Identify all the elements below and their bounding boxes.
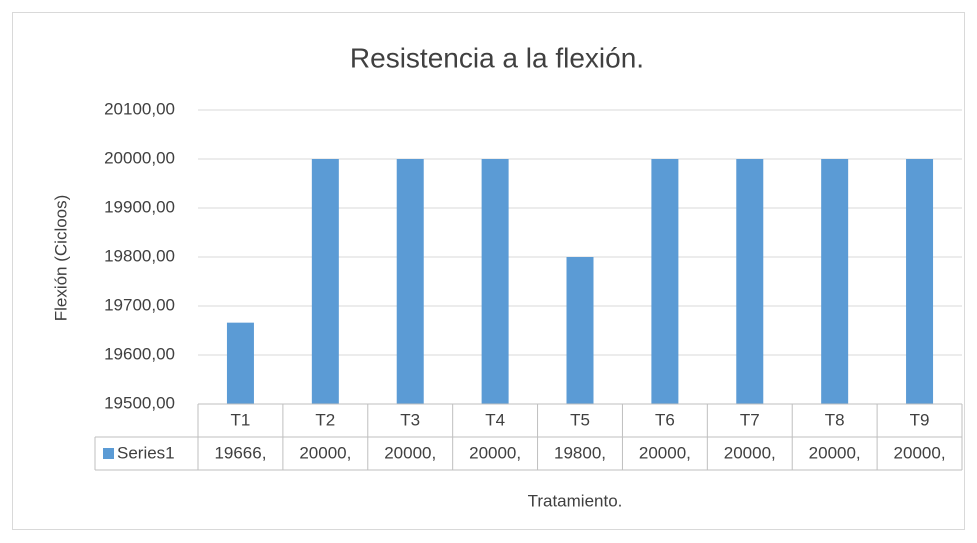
table-value: 20000, [384, 443, 436, 462]
x-tick-label: T4 [485, 410, 505, 429]
x-tick-label: T7 [740, 410, 760, 429]
y-tick-label: 19500,00 [104, 393, 175, 412]
x-axis-title: Tratamiento. [528, 491, 623, 510]
table-value: 20000, [724, 443, 776, 462]
y-tick-label: 19900,00 [104, 197, 175, 216]
bar [311, 159, 339, 404]
bar [906, 159, 934, 404]
table-value: 20000, [299, 443, 351, 462]
table-value: 20000, [469, 443, 521, 462]
bar [396, 159, 424, 404]
y-tick-label: 19800,00 [104, 246, 175, 265]
x-tick-label: T8 [825, 410, 845, 429]
table-value: 20000, [639, 443, 691, 462]
x-tick-label: T1 [231, 410, 251, 429]
bar [566, 257, 594, 404]
chart-title: Resistencia a la flexión. [350, 42, 644, 73]
x-tick-label: T9 [910, 410, 930, 429]
table-value: 20000, [894, 443, 946, 462]
x-tick-label: T3 [400, 410, 420, 429]
legend-label: Series1 [117, 443, 175, 462]
y-tick-label: 19700,00 [104, 295, 175, 314]
y-tick-label: 20100,00 [104, 99, 175, 118]
x-tick-label: T5 [570, 410, 590, 429]
table-value: 20000, [809, 443, 861, 462]
bar [226, 322, 254, 404]
bar [481, 159, 509, 404]
y-tick-label: 19600,00 [104, 344, 175, 363]
x-tick-label: T2 [315, 410, 335, 429]
bar [736, 159, 764, 404]
legend-swatch [103, 448, 114, 459]
bar [651, 159, 679, 404]
bar [821, 159, 849, 404]
table-value: 19800, [554, 443, 606, 462]
y-axis-title: Flexión (Cicloos) [51, 195, 70, 322]
y-tick-label: 20000,00 [104, 148, 175, 167]
x-tick-label: T6 [655, 410, 675, 429]
table-value: 19666, [214, 443, 266, 462]
